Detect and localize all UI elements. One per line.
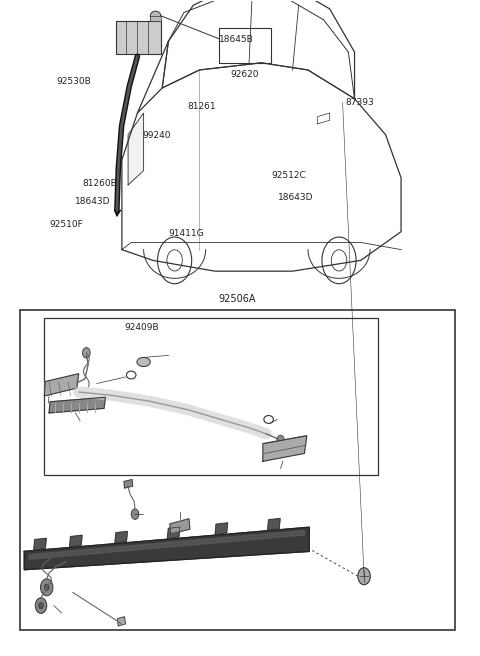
Ellipse shape (137, 358, 150, 367)
Bar (150, 16, 161, 21)
Text: 92409B: 92409B (125, 323, 159, 332)
Polygon shape (34, 539, 46, 550)
Circle shape (131, 509, 139, 520)
Circle shape (44, 584, 49, 590)
Ellipse shape (150, 11, 161, 20)
Text: 81260B: 81260B (83, 179, 117, 188)
Polygon shape (263, 436, 307, 461)
Polygon shape (170, 519, 190, 534)
Text: 91411G: 91411G (168, 229, 204, 237)
Text: 92512C: 92512C (271, 171, 306, 180)
Polygon shape (168, 527, 180, 539)
Text: 92620: 92620 (230, 70, 259, 79)
Bar (116, 21, 161, 54)
Bar (21, 310, 455, 630)
Circle shape (35, 598, 47, 613)
Circle shape (40, 579, 53, 596)
Text: 99240: 99240 (142, 131, 171, 140)
Text: 18643D: 18643D (278, 193, 313, 202)
Polygon shape (268, 518, 280, 530)
Bar (218, 28, 271, 64)
Polygon shape (128, 113, 144, 185)
Text: 92506A: 92506A (219, 295, 256, 304)
Text: 92510F: 92510F (49, 220, 83, 230)
Polygon shape (124, 480, 132, 488)
Circle shape (38, 602, 43, 609)
Text: 92530B: 92530B (56, 77, 91, 85)
Polygon shape (70, 535, 82, 547)
Text: 18643D: 18643D (75, 197, 111, 207)
Circle shape (358, 567, 370, 584)
Polygon shape (215, 523, 228, 535)
Text: 18645B: 18645B (218, 35, 253, 44)
Polygon shape (49, 398, 106, 413)
Polygon shape (44, 374, 79, 396)
Polygon shape (115, 531, 127, 543)
Polygon shape (24, 527, 309, 569)
Polygon shape (29, 531, 304, 560)
Circle shape (83, 348, 90, 358)
Text: 87393: 87393 (345, 98, 374, 107)
Circle shape (277, 435, 284, 445)
Text: 81261: 81261 (188, 102, 216, 111)
Polygon shape (117, 617, 125, 626)
Bar (44, 318, 378, 475)
